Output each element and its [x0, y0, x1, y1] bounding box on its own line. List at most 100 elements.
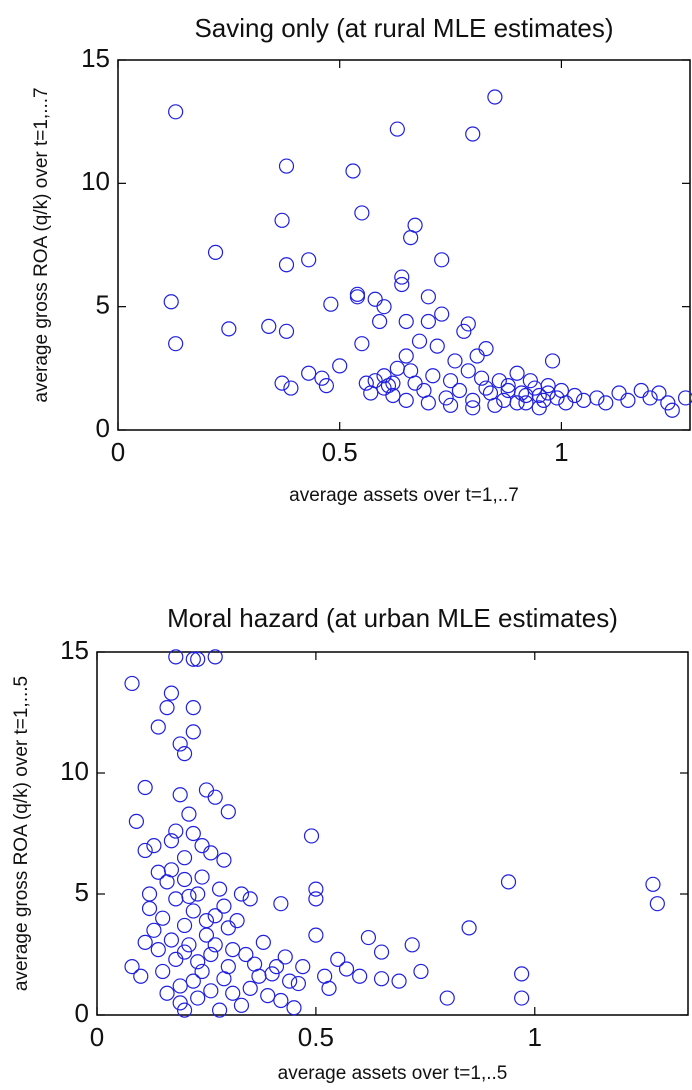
- x-tick-label: 0: [111, 437, 125, 467]
- point: [404, 937, 420, 953]
- point: [155, 963, 171, 980]
- point: [487, 89, 503, 105]
- point: [373, 971, 390, 987]
- point: [163, 294, 179, 310]
- point: [456, 323, 472, 339]
- point: [255, 934, 271, 951]
- point: [211, 1002, 228, 1018]
- point: [168, 891, 184, 907]
- point: [198, 927, 215, 943]
- point: [150, 864, 166, 880]
- point: [216, 898, 232, 914]
- plot-frame: [117, 59, 691, 431]
- point: [514, 990, 530, 1006]
- point: [314, 370, 330, 386]
- point: [321, 980, 337, 996]
- point: [301, 365, 317, 381]
- point: [439, 990, 455, 1006]
- point: [372, 313, 388, 330]
- x-tick-label: 1: [554, 437, 568, 467]
- point: [190, 954, 206, 970]
- y-axis-label: average gross ROA (q/k) over t=1,...7: [31, 87, 52, 402]
- point: [274, 212, 290, 228]
- point: [124, 675, 140, 692]
- point: [168, 951, 184, 967]
- point: [442, 397, 459, 413]
- point: [549, 390, 565, 406]
- point: [181, 937, 197, 953]
- point: [283, 380, 299, 396]
- point: [438, 390, 454, 406]
- point: [308, 927, 324, 943]
- point: [425, 368, 441, 384]
- point: [633, 382, 649, 399]
- y-tick-label: 5: [96, 290, 110, 320]
- point: [220, 920, 236, 936]
- point: [278, 323, 295, 339]
- y-tick-label: 0: [75, 998, 89, 1028]
- point: [308, 881, 324, 897]
- point: [194, 963, 210, 980]
- point: [649, 896, 665, 912]
- point: [290, 975, 306, 992]
- point: [385, 375, 401, 391]
- point: [172, 995, 188, 1011]
- point: [242, 980, 258, 996]
- point: [220, 804, 236, 820]
- point: [385, 387, 401, 404]
- point: [185, 973, 201, 989]
- y-tick-label: 15: [60, 635, 89, 665]
- point: [575, 392, 592, 408]
- point: [260, 988, 276, 1004]
- point: [398, 313, 414, 330]
- point: [391, 973, 407, 989]
- point: [168, 823, 184, 839]
- point: [181, 806, 197, 822]
- point: [611, 385, 627, 401]
- point: [225, 942, 241, 958]
- point: [332, 358, 348, 374]
- point: [137, 934, 153, 951]
- x-axis-label: average assets over t=1,..7: [289, 485, 519, 506]
- x-axis-label: average assets over t=1,..5: [278, 1063, 508, 1084]
- point: [233, 997, 250, 1013]
- point: [185, 724, 201, 740]
- point: [133, 968, 149, 984]
- point: [207, 649, 223, 665]
- point: [172, 978, 188, 994]
- point: [207, 908, 223, 924]
- point: [163, 932, 180, 948]
- point: [473, 370, 490, 386]
- point: [137, 779, 153, 796]
- point: [411, 333, 428, 349]
- point: [303, 828, 320, 844]
- y-axis-label: average gross ROA (q/k) over t=1,...5: [11, 676, 32, 991]
- point: [373, 944, 390, 960]
- point: [389, 360, 405, 376]
- point: [318, 378, 335, 394]
- y-tick-label: 15: [81, 43, 110, 73]
- point: [442, 373, 459, 389]
- point: [268, 958, 285, 975]
- point: [567, 387, 583, 404]
- point: [207, 244, 224, 260]
- point: [168, 104, 184, 120]
- point: [677, 390, 692, 406]
- point: [273, 896, 289, 912]
- point: [358, 375, 374, 391]
- point: [500, 382, 516, 399]
- point: [376, 368, 392, 384]
- point: [141, 900, 158, 917]
- point: [172, 787, 188, 803]
- point: [598, 395, 614, 411]
- point: [434, 252, 450, 268]
- point: [540, 378, 556, 394]
- point: [420, 395, 436, 411]
- point: [172, 736, 188, 752]
- point: [137, 842, 153, 859]
- point: [155, 910, 171, 926]
- point: [461, 920, 477, 936]
- point: [141, 886, 158, 902]
- point: [238, 946, 254, 963]
- point: [207, 937, 223, 953]
